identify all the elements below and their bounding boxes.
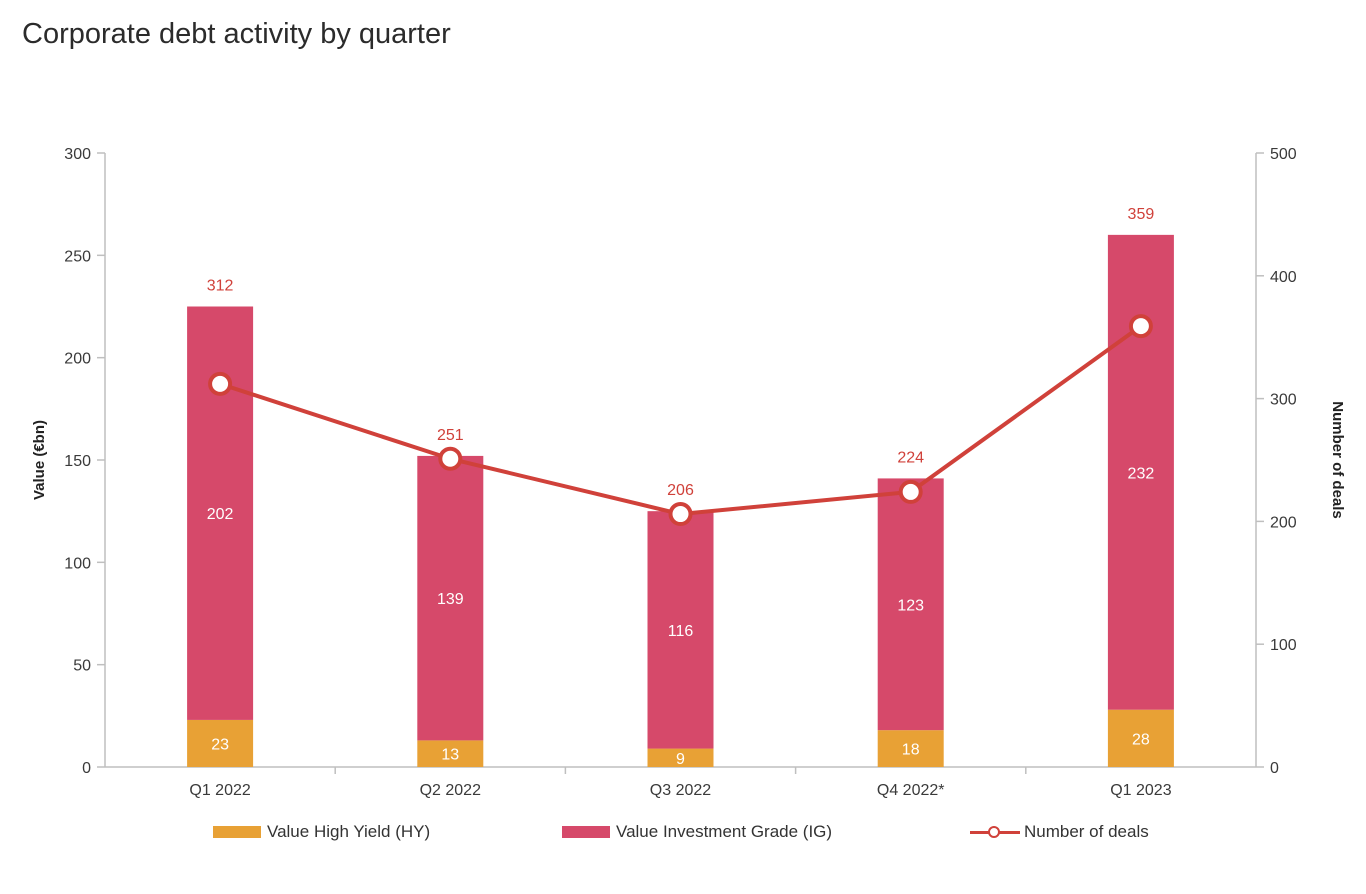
- y-tick-label: 250: [64, 248, 91, 265]
- data-label-ig: 116: [668, 623, 694, 640]
- y-tick-label: 100: [64, 555, 91, 572]
- x-tick-label: Q4 2022*: [877, 782, 945, 799]
- bar-hy: [187, 719, 254, 767]
- x-tick-label: Q1 2023: [1110, 782, 1171, 799]
- bar-ig: [1107, 234, 1174, 710]
- legend-item-ig: Value Investment Grade (IG): [562, 822, 832, 842]
- y-axis-title: Value (€bn): [31, 420, 48, 500]
- y2-axis-title: Number of deals: [1329, 401, 1346, 519]
- deals-point: [208, 371, 233, 396]
- y2-tick-label: 500: [1270, 146, 1297, 163]
- data-label-deals: 251: [437, 427, 464, 444]
- bar-hy: [647, 748, 714, 767]
- x-tick-label: Q2 2022: [420, 782, 481, 799]
- bar-ig: [417, 455, 484, 741]
- x-tick-label: Q3 2022: [650, 782, 711, 799]
- data-label-ig: 139: [437, 591, 464, 608]
- data-label-deals: 312: [207, 278, 234, 295]
- legend-item-hy: Value High Yield (HY): [213, 822, 430, 842]
- bar-hy: [877, 730, 944, 767]
- data-label-deals: 224: [897, 449, 924, 466]
- legend-label-hy: Value High Yield (HY): [267, 822, 431, 841]
- chart-title: Corporate debt activity by quarter: [22, 18, 451, 50]
- y2-tick-label: 200: [1270, 514, 1297, 531]
- data-label-deals: 359: [1128, 206, 1155, 223]
- bar-hy: [1107, 709, 1174, 767]
- legend-swatch-deals: [970, 826, 1020, 838]
- y-tick-label: 200: [64, 351, 91, 368]
- y-tick-label: 150: [64, 453, 91, 470]
- bar-hy: [417, 740, 484, 767]
- data-label-hy: 23: [211, 736, 229, 753]
- y-tick-label: 300: [64, 146, 91, 163]
- y-tick-label: 0: [82, 760, 91, 777]
- bar-ig: [647, 511, 714, 749]
- legend-swatch-ig: [562, 826, 610, 838]
- data-label-deals: 206: [667, 482, 694, 499]
- data-label-hy: 18: [902, 742, 920, 759]
- data-label-hy: 9: [676, 751, 685, 768]
- legend-item-deals: Number of deals: [970, 822, 1149, 842]
- legend: Value High Yield (HY) Value Investment G…: [0, 822, 1366, 852]
- data-label-hy: 13: [441, 747, 459, 764]
- legend-label-ig: Value Investment Grade (IG): [616, 822, 833, 841]
- deals-point: [668, 502, 693, 527]
- x-tick-label: Q1 2022: [189, 782, 250, 799]
- y2-tick-label: 100: [1270, 637, 1297, 654]
- y2-tick-label: 400: [1270, 269, 1297, 286]
- data-label-ig: 123: [897, 597, 924, 614]
- deals-point: [1128, 314, 1153, 339]
- data-label-ig: 232: [1128, 465, 1155, 482]
- data-label-ig: 202: [207, 506, 234, 523]
- y-tick-label: 50: [73, 658, 91, 675]
- data-label-hy: 28: [1132, 731, 1150, 748]
- legend-label-deals: Number of deals: [1024, 822, 1149, 841]
- deals-point: [898, 479, 923, 504]
- y2-tick-label: 300: [1270, 392, 1297, 409]
- legend-swatch-hy: [213, 826, 261, 838]
- y2-tick-label: 0: [1270, 760, 1279, 777]
- bar-ig: [877, 478, 944, 731]
- deals-point: [438, 446, 463, 471]
